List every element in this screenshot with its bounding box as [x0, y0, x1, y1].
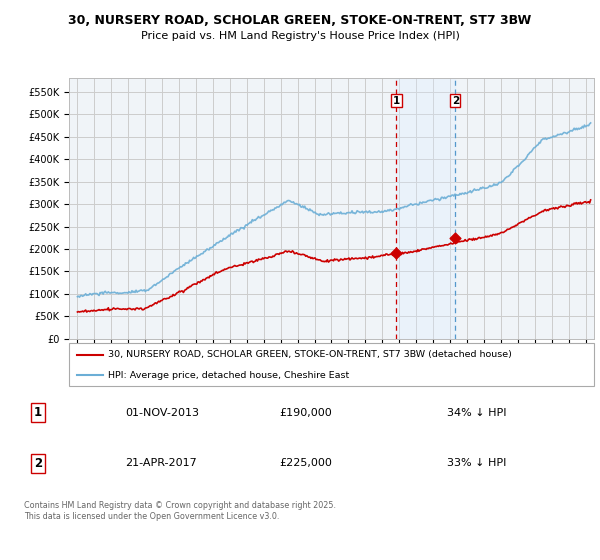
Text: HPI: Average price, detached house, Cheshire East: HPI: Average price, detached house, Ches…	[109, 371, 350, 380]
Text: £225,000: £225,000	[280, 459, 332, 468]
Text: 1: 1	[393, 96, 400, 106]
Text: 2: 2	[452, 96, 459, 106]
Text: Contains HM Land Registry data © Crown copyright and database right 2025.
This d: Contains HM Land Registry data © Crown c…	[24, 501, 336, 521]
Text: 30, NURSERY ROAD, SCHOLAR GREEN, STOKE-ON-TRENT, ST7 3BW: 30, NURSERY ROAD, SCHOLAR GREEN, STOKE-O…	[68, 14, 532, 27]
Text: 30, NURSERY ROAD, SCHOLAR GREEN, STOKE-ON-TRENT, ST7 3BW (detached house): 30, NURSERY ROAD, SCHOLAR GREEN, STOKE-O…	[109, 351, 512, 360]
Text: 1: 1	[34, 407, 42, 419]
Text: £190,000: £190,000	[280, 408, 332, 418]
Text: 33% ↓ HPI: 33% ↓ HPI	[447, 459, 506, 468]
Text: 01-NOV-2013: 01-NOV-2013	[125, 408, 200, 418]
Text: Price paid vs. HM Land Registry's House Price Index (HPI): Price paid vs. HM Land Registry's House …	[140, 31, 460, 41]
Text: 2: 2	[34, 457, 42, 470]
Point	[451, 234, 460, 242]
Bar	[397, 78, 455, 339]
Text: 21-APR-2017: 21-APR-2017	[125, 459, 197, 468]
FancyBboxPatch shape	[69, 343, 594, 386]
Text: 34% ↓ HPI: 34% ↓ HPI	[447, 408, 506, 418]
Point	[392, 249, 401, 258]
